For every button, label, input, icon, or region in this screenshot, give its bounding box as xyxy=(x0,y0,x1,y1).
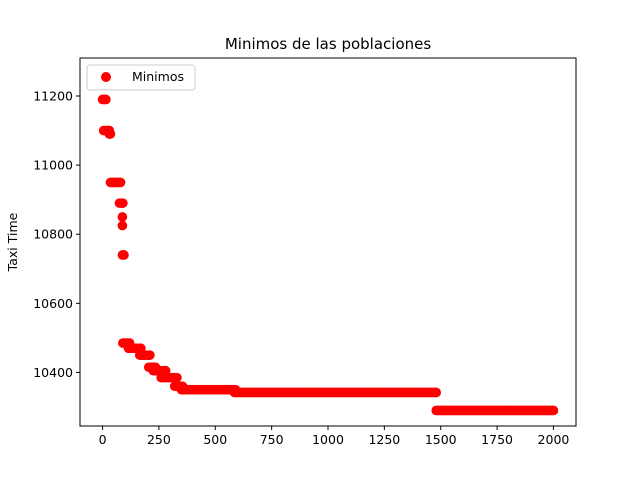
x-axis: 0 250 500 750 1000 1250 1500 1750 2000 xyxy=(99,426,570,447)
data-point xyxy=(115,177,126,188)
x-tick-label: 1500 xyxy=(425,432,457,447)
y-tick-label: 11200 xyxy=(33,89,73,104)
data-point xyxy=(172,372,182,383)
data-point xyxy=(119,250,129,260)
x-tick-label: 0 xyxy=(99,432,107,447)
legend-box xyxy=(86,64,196,91)
legend-marker xyxy=(101,72,111,82)
chart-title: Minimos de las poblaciones xyxy=(225,35,432,53)
legend-label: Minimos xyxy=(132,69,184,84)
y-axis-label: Taxi Time xyxy=(5,212,20,272)
data-point xyxy=(548,405,559,416)
data-point xyxy=(145,350,155,360)
y-tick-label: 11000 xyxy=(33,158,73,173)
y-tick-label: 10800 xyxy=(33,227,73,242)
data-point xyxy=(118,198,128,208)
points-layer xyxy=(97,94,559,416)
y-axis: 10400 10600 10800 11000 11200 xyxy=(33,89,80,380)
y-tick-label: 10600 xyxy=(33,296,73,311)
data-point xyxy=(431,387,442,398)
x-tick-label: 1000 xyxy=(312,432,344,447)
x-tick-label: 1750 xyxy=(481,432,513,447)
data-point xyxy=(117,220,128,231)
legend: Minimos xyxy=(86,64,196,91)
x-tick-label: 500 xyxy=(203,432,227,447)
y-tick-label: 10400 xyxy=(33,365,73,380)
x-tick-label: 2000 xyxy=(538,432,570,447)
data-point xyxy=(105,129,116,139)
data-point xyxy=(117,212,128,222)
data-point xyxy=(101,94,111,105)
x-tick-label: 250 xyxy=(147,432,171,447)
x-tick-label: 750 xyxy=(260,432,284,447)
x-tick-label: 1250 xyxy=(368,432,400,447)
